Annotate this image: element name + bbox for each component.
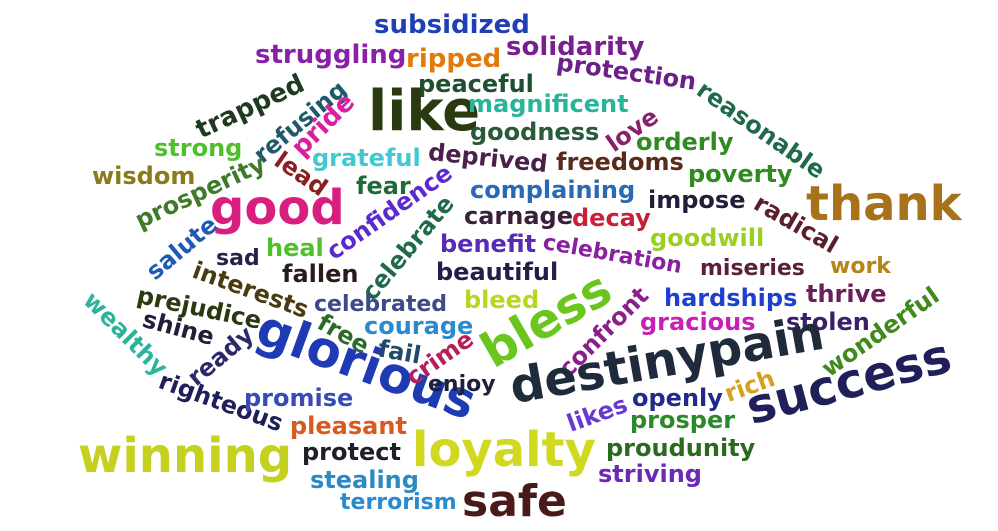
word-striving: striving	[598, 460, 702, 488]
word-grateful: grateful	[312, 144, 421, 172]
word-solidarity: solidarity	[506, 32, 645, 62]
word-peaceful: peaceful	[418, 70, 534, 98]
word-like: like	[368, 79, 481, 144]
word-freedoms: freedoms	[556, 148, 684, 176]
word-promise: promise	[244, 384, 354, 412]
word-poverty: poverty	[688, 160, 793, 188]
word-work: work	[830, 254, 891, 279]
word-openly: openly	[632, 384, 723, 412]
word-impose: impose	[648, 186, 746, 214]
word-goodwill: goodwill	[650, 224, 765, 252]
word-proudunity: proudunity	[606, 434, 756, 462]
word-sad: sad	[216, 246, 260, 271]
word-hardships: hardships	[664, 284, 798, 312]
word-terrorism: terrorism	[340, 490, 457, 515]
word-gracious: gracious	[640, 308, 756, 336]
word-orderly: orderly	[636, 128, 734, 156]
word-fallen: fallen	[282, 260, 359, 288]
word-thank: thank	[806, 176, 962, 232]
word-heal: heal	[266, 234, 324, 262]
word-magnificent: magnificent	[468, 90, 629, 118]
word-safe: safe	[462, 476, 567, 527]
word-miseries: miseries	[700, 256, 805, 281]
word-carnage: carnage	[464, 202, 573, 230]
word-loyalty: loyalty	[412, 422, 596, 478]
word-struggling: struggling	[255, 40, 407, 70]
word-protect: protect	[302, 438, 401, 466]
word-fear: fear	[356, 172, 411, 200]
word-winning: winning	[78, 428, 293, 484]
word-beautiful: beautiful	[436, 258, 559, 286]
word-strong: strong	[154, 134, 243, 162]
word-stealing: stealing	[310, 466, 419, 494]
word-good: good	[210, 180, 345, 236]
word-complaining: complaining	[470, 176, 636, 204]
word-benefit: benefit	[440, 230, 537, 258]
word-celebrated: celebrated	[314, 292, 448, 317]
word-decay: decay	[572, 204, 651, 232]
word-enjoy: enjoy	[428, 372, 496, 397]
word-ripped: ripped	[406, 44, 502, 74]
word-thrive: thrive	[806, 280, 887, 308]
word-courage: courage	[364, 312, 474, 340]
word-wisdom: wisdom	[92, 162, 196, 190]
word-stolen: stolen	[786, 308, 870, 336]
word-prosper: prosper	[630, 406, 736, 434]
word-goodness: goodness	[470, 118, 600, 146]
word-bleed: bleed	[464, 286, 540, 314]
word-subsidized: subsidized	[374, 10, 530, 40]
word-pleasant: pleasant	[290, 412, 407, 440]
